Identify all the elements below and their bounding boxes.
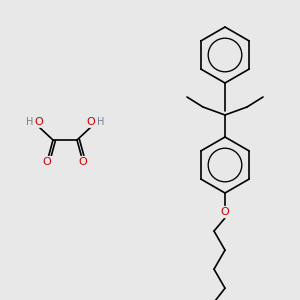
Text: O: O — [87, 117, 95, 127]
Text: O: O — [43, 157, 51, 167]
Text: O: O — [34, 117, 43, 127]
Text: H: H — [26, 117, 33, 127]
Text: O: O — [79, 157, 87, 167]
Text: O: O — [220, 207, 230, 217]
Text: H: H — [97, 117, 104, 127]
